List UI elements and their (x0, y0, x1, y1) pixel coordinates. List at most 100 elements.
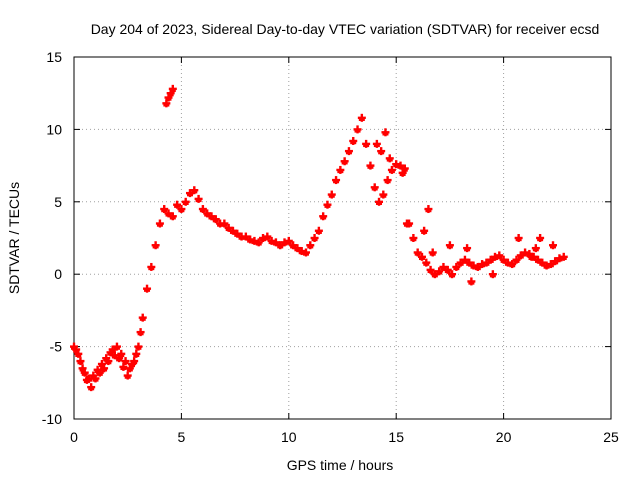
data-point (443, 265, 452, 274)
data-point (379, 190, 388, 199)
data-point (306, 241, 315, 250)
data-point (115, 354, 124, 363)
data-point (387, 165, 396, 174)
data-point (136, 328, 145, 337)
y-tick-label: -10 (42, 411, 62, 427)
data-point (377, 147, 386, 156)
y-tick-label: 10 (46, 121, 62, 137)
data-point (463, 244, 472, 253)
x-tick-label: 5 (178, 429, 186, 445)
data-point (80, 368, 89, 377)
data-point (559, 252, 568, 261)
data-point (327, 190, 336, 199)
y-axis-label: SDTVAR / TECUs (6, 182, 22, 294)
x-tick-label: 25 (603, 429, 619, 445)
x-axis-label: GPS time / hours (287, 457, 394, 473)
data-point (385, 154, 394, 163)
x-tick-label: 0 (70, 429, 78, 445)
data-point (168, 84, 177, 93)
y-tick-label: -5 (50, 339, 63, 355)
data-point (314, 226, 323, 235)
data-point (89, 371, 98, 380)
data-point (263, 232, 272, 241)
data-point (93, 365, 102, 374)
data-point (508, 260, 517, 269)
y-tick-label: 15 (46, 49, 62, 65)
data-point (119, 362, 128, 371)
data-point (413, 248, 422, 257)
data-point (467, 277, 476, 286)
data-point (362, 139, 371, 148)
data-point (375, 197, 384, 206)
data-point (402, 219, 411, 228)
data-point (372, 139, 381, 148)
y-tick-label: 0 (54, 266, 62, 282)
data-point (514, 234, 523, 242)
data-point (353, 125, 362, 134)
data-point (143, 284, 152, 293)
data-point (319, 212, 328, 221)
data-point (177, 205, 186, 214)
data-point (72, 345, 81, 354)
data-point (349, 136, 358, 145)
data-point (445, 241, 454, 250)
data-point (76, 357, 85, 366)
data-point (398, 168, 407, 177)
y-axis-ticks: -10 -5 0 5 10 15 (42, 49, 611, 427)
data-point (97, 359, 106, 368)
data-point (512, 255, 521, 264)
data-point (254, 238, 263, 247)
data-point (284, 236, 293, 245)
data-point (138, 313, 147, 322)
data-point (301, 248, 310, 257)
y-tick-label: 5 (54, 194, 62, 210)
data-point (344, 147, 353, 156)
data-point (452, 262, 461, 271)
data-point (160, 205, 169, 214)
data-point (495, 251, 504, 260)
data-point (190, 186, 199, 195)
chart-title: Day 204 of 2023, Sidereal Day-to-day VTE… (91, 21, 600, 37)
data-point (448, 270, 457, 279)
data-point (173, 200, 182, 209)
data-point (383, 176, 392, 185)
x-tick-label: 20 (496, 429, 512, 445)
grid-lines (74, 57, 611, 419)
data-point (417, 252, 426, 261)
data-point (336, 165, 345, 174)
data-point (422, 258, 431, 267)
data-point (194, 194, 203, 203)
x-tick-label: 15 (388, 429, 404, 445)
data-point (155, 219, 164, 228)
data-point (323, 200, 332, 209)
data-point (147, 262, 156, 271)
data-point (102, 354, 111, 363)
x-tick-label: 10 (281, 429, 297, 445)
data-point (428, 248, 437, 257)
data-point (332, 176, 341, 185)
data-point (370, 183, 379, 192)
data-point (424, 205, 433, 214)
data-point (366, 161, 375, 170)
data-point (87, 383, 96, 392)
data-point (123, 371, 132, 380)
data-point (220, 219, 229, 228)
data-point (488, 270, 497, 279)
data-point (536, 234, 545, 242)
data-point (181, 197, 190, 206)
data-point (420, 226, 429, 235)
data-point (310, 234, 319, 242)
data-point (409, 234, 418, 242)
data-point (132, 349, 141, 358)
data-point (134, 342, 143, 351)
data-point (381, 128, 390, 137)
data-point (527, 252, 536, 261)
data-point (151, 241, 160, 250)
data-point (357, 113, 366, 122)
data-point (112, 342, 121, 351)
data-point (426, 265, 435, 274)
data-points (70, 84, 568, 392)
data-point (198, 205, 207, 214)
